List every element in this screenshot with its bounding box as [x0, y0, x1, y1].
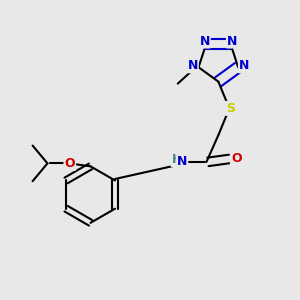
Text: N: N: [227, 34, 237, 47]
Text: O: O: [231, 152, 242, 165]
Text: S: S: [226, 102, 235, 115]
Text: H: H: [172, 153, 182, 166]
Text: N: N: [188, 59, 198, 72]
Text: O: O: [64, 157, 75, 170]
Text: N: N: [239, 59, 249, 72]
Text: N: N: [200, 34, 210, 47]
Text: N: N: [177, 155, 187, 168]
